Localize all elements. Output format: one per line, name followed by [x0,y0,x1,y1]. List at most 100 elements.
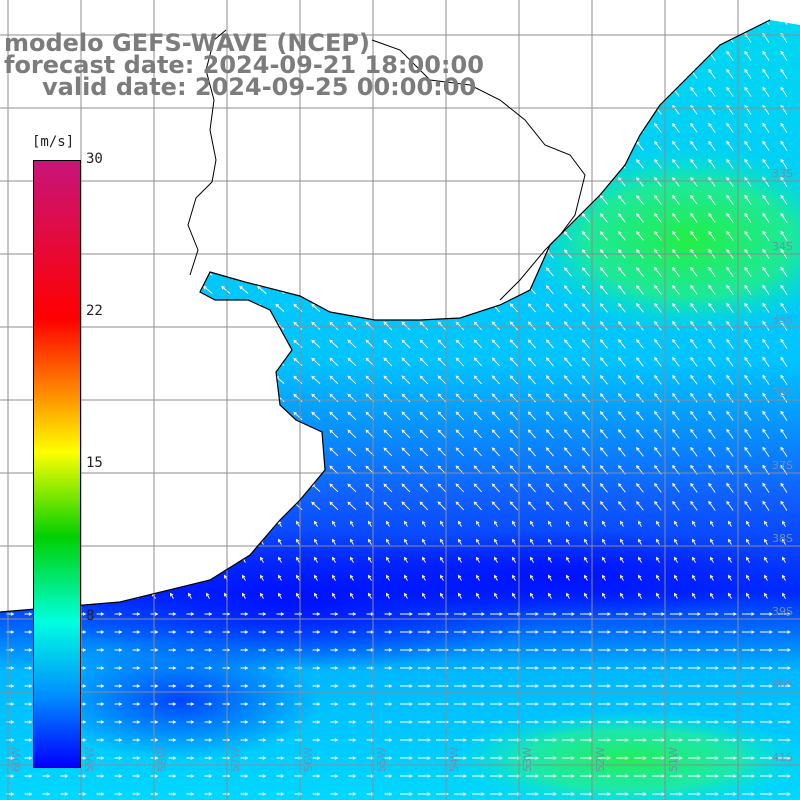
wind-arrow [742,702,755,706]
wind-arrow [330,648,339,652]
wind-arrow [296,520,300,527]
wind-arrow [257,393,267,402]
wind-arrow [166,466,177,474]
wind-arrow [562,648,575,652]
wind-arrow [654,410,662,421]
wind-arrow [548,574,552,581]
lon-label-54w: 54W [448,747,461,772]
wind-arrow [257,105,267,114]
wind-arrow [418,774,431,778]
wind-arrow [384,792,393,796]
wind-arrow [221,141,231,150]
wind-arrow [419,429,429,439]
wind-arrow [762,194,770,205]
wind-arrow [422,538,426,545]
wind-arrow [419,321,429,331]
wind-arrow [778,738,791,742]
wind-arrow [112,178,123,186]
wind-arrow [476,574,480,581]
wind-arrow [545,177,554,187]
wind-arrow [401,177,411,187]
wind-arrow [620,556,624,563]
wind-arrow [726,158,734,169]
wind-arrow [508,756,521,760]
wind-arrow [383,123,393,133]
wind-arrow [744,338,752,349]
wind-arrow [4,322,15,330]
wind-arrow [166,214,177,222]
wind-arrow [293,339,303,349]
wind-arrow [275,141,285,150]
wind-arrow [206,520,210,527]
wind-arrow [419,195,429,205]
lat-label-38s: 38S [772,532,793,545]
wind-arrow [527,501,536,511]
wind-arrow [674,592,678,599]
wind-arrow [312,666,321,670]
wind-arrow [184,196,195,204]
wind-arrow [674,538,678,545]
wind-arrow [544,756,557,760]
wind-arrow [202,447,213,456]
wind-arrow [384,702,393,706]
wind-arrow [491,141,501,151]
wind-arrow [473,429,483,439]
wind-arrow [563,69,572,79]
wind-arrow [22,160,33,168]
wind-arrow [401,411,411,421]
wind-arrow [258,720,267,724]
wind-arrow [348,702,357,706]
wind-arrow [760,756,773,760]
wind-arrow [473,195,483,205]
wind-arrow [690,392,698,403]
wind-arrow [584,574,588,581]
wind-arrow [620,520,624,527]
wind-arrow [114,738,123,742]
wind-arrow [545,447,554,457]
wind-arrow [240,738,249,742]
wind-arrow [368,592,372,599]
wind-arrow [527,141,536,151]
wind-arrow [204,648,213,652]
wind-arrow [437,231,447,241]
wind-arrow [724,648,737,652]
wind-arrow [780,446,788,457]
wind-arrow [296,538,300,545]
wind-arrow [260,556,264,563]
wind-arrow [690,86,698,97]
wind-arrow [276,774,285,778]
wind-arrow [491,195,501,205]
wind-arrow [350,592,354,599]
wind-arrow [22,340,33,348]
wind-arrow [509,393,519,403]
wind-arrow [455,141,465,151]
wind-arrow [419,123,429,133]
wind-arrow [166,322,177,330]
wind-arrow [383,159,393,169]
wind-arrow [584,592,588,599]
wind-arrow [22,232,33,240]
wind-arrow [562,612,575,616]
wind-arrow [114,612,123,616]
wind-arrow [598,702,611,706]
wind-arrow [690,140,698,151]
wind-arrow [239,411,249,420]
wind-arrow [780,284,788,295]
wind-arrow [599,176,608,187]
wind-arrow [780,104,788,115]
wind-arrow [598,774,611,778]
wind-arrow [782,538,786,545]
wind-arrow [656,538,660,545]
wind-arrow [654,230,662,241]
wind-arrow [418,756,431,760]
wind-arrow [562,720,575,724]
wind-arrow [508,720,521,724]
wind-arrow [204,630,213,634]
wind-arrow [311,231,321,241]
wind-arrow [404,592,408,599]
wind-arrow [670,630,683,634]
wind-arrow [508,666,521,670]
wind-arrow [762,302,770,313]
wind-arrow [618,266,626,277]
